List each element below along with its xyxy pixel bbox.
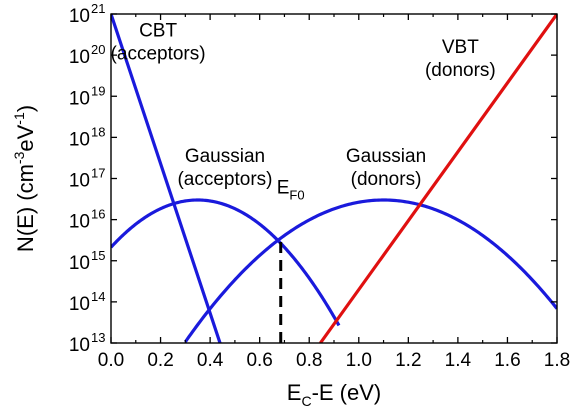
- x-axis-title-rest: -E (eV): [312, 380, 382, 405]
- annotation-line: Gaussian: [346, 146, 426, 167]
- y-tick-exponent: 20: [91, 42, 105, 57]
- y-tick-label: 10: [69, 6, 90, 27]
- y-tick-label: 10: [69, 253, 90, 274]
- y-tick-base: 10: [69, 129, 90, 150]
- y-axis-title-sup1: -3: [11, 151, 27, 164]
- annotation-gauss_don: Gaussian (donors): [346, 146, 426, 190]
- y-tick-exponent: 19: [91, 83, 105, 98]
- x-tick-label: 1.4: [445, 350, 472, 371]
- y-tick-base: 10: [69, 88, 90, 109]
- x-axis-ticks: 0.0 0.2 0.4 0.6 0.8 1.0 1.2 1.4 1.6 1.8: [98, 14, 570, 371]
- y-tick-label: 10: [69, 88, 90, 109]
- annotation-line: (acceptors): [111, 44, 206, 65]
- y-tick-exponent: 17: [91, 166, 105, 181]
- y-tick-base: 10: [69, 171, 90, 192]
- x-axis-title: EC-E (eV): [287, 380, 382, 409]
- y-tick-label: 10: [69, 171, 90, 192]
- x-tick-label: 1.0: [346, 350, 372, 371]
- annotation-line: (acceptors): [177, 169, 272, 190]
- x-tick-label: 0.2: [147, 350, 173, 371]
- y-tick-base: 10: [69, 47, 90, 68]
- y-axis-title-post: ): [13, 105, 38, 112]
- annotation-cbt: CBT (acceptors): [111, 21, 206, 65]
- x-axis-title-sub: C: [301, 393, 311, 409]
- y-axis-title-sup2: -1: [11, 112, 27, 125]
- y-tick-exponent: 16: [91, 207, 105, 222]
- y-axis-title-pre: N(E) (cm: [13, 164, 38, 252]
- y-tick-exponent: 21: [91, 1, 105, 16]
- y-axis-title: N(E) (cm-3eV-1): [11, 105, 38, 252]
- y-tick-label: 10: [69, 129, 90, 150]
- y-tick-base: 10: [69, 294, 90, 315]
- annotation-line: VBT: [442, 37, 479, 58]
- series-gauss_acc: [111, 198, 341, 327]
- y-tick-base: 10: [69, 335, 90, 356]
- x-axis-title-main: E: [287, 380, 302, 405]
- fermi-level-label: EF0: [277, 177, 305, 202]
- y-tick-exponent: 14: [91, 289, 105, 304]
- x-tick-label: 1.2: [395, 350, 421, 371]
- y-tick-label: 10: [69, 294, 90, 315]
- x-tick-label: 0.6: [246, 350, 272, 371]
- annotation-gauss_acc: Gaussian (acceptors): [177, 146, 272, 190]
- annotations: CBT (acceptors)Gaussian (acceptors)Gaussia…: [111, 21, 496, 203]
- x-tick-label: 0.8: [296, 350, 322, 371]
- series-vbt: [319, 14, 557, 343]
- series-gauss_don: [184, 198, 557, 343]
- x-tick-label: 0.0: [98, 350, 124, 371]
- y-tick-base: 10: [69, 253, 90, 274]
- y-axis-title-mid: eV: [13, 124, 38, 151]
- annotation-line: (donors): [351, 169, 422, 190]
- y-tick-exponent: 18: [91, 124, 105, 139]
- plot-content: [111, 14, 557, 343]
- y-tick-base: 10: [69, 6, 90, 27]
- y-tick-base: 10: [69, 212, 90, 233]
- x-tick-label: 1.8: [544, 350, 570, 371]
- y-tick-label: 10: [69, 212, 90, 233]
- series-cbt: [111, 14, 222, 343]
- y-tick-label: 10: [69, 335, 90, 356]
- y-tick-label: 10: [69, 47, 90, 68]
- fermi-label-sub: F0: [289, 187, 304, 202]
- x-tick-label: 1.6: [494, 350, 520, 371]
- annotation-line: CBT: [139, 21, 177, 42]
- y-tick-exponent: 13: [91, 330, 105, 345]
- x-tick-label: 0.4: [197, 350, 224, 371]
- annotation-line: Gaussian: [185, 146, 265, 167]
- y-tick-exponent: 15: [91, 248, 105, 263]
- annotation-line: (donors): [425, 60, 496, 81]
- fermi-label-main: E: [277, 177, 290, 198]
- annotation-vbt: VBT (donors): [425, 37, 496, 81]
